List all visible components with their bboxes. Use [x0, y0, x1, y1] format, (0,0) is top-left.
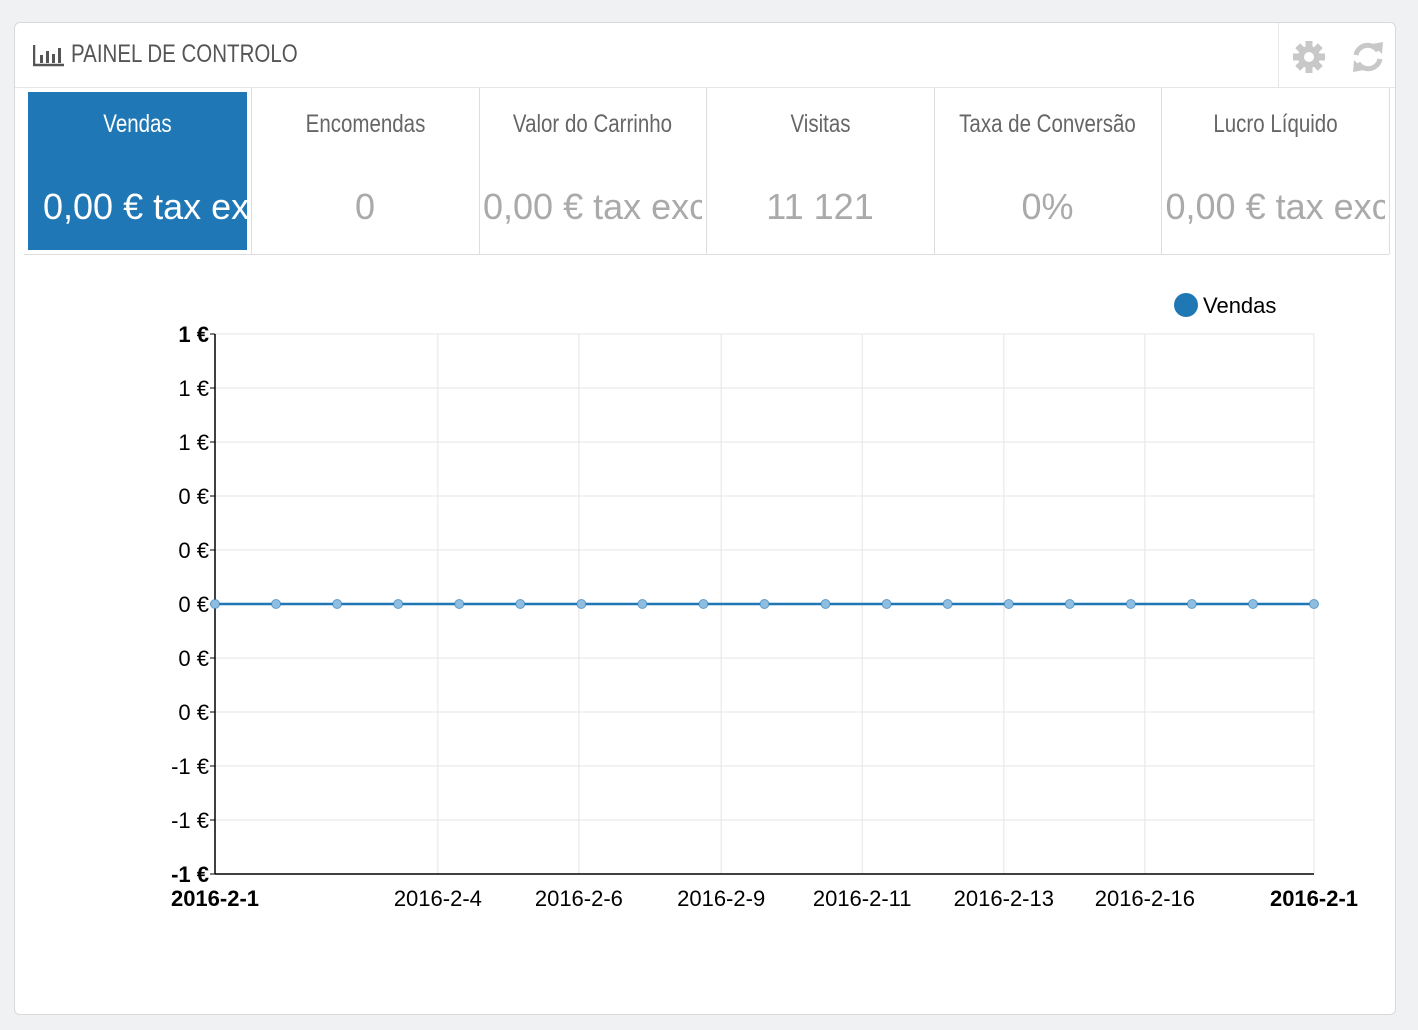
data-point: [271, 599, 282, 609]
x-tick-label: 2016-2-1: [171, 886, 259, 911]
dashboard-card: PAINEL DE CONTROLO Vendas 0,00 € tax excl…: [14, 22, 1396, 1015]
y-tick-label: 1 €: [178, 376, 209, 401]
kpi-tabs: Vendas 0,00 € tax excl. Encomendas 0 Valor d…: [24, 88, 1390, 255]
x-tick-label: 2016-2-9: [677, 886, 765, 911]
kpi-value: 0,00 € tax excl.: [483, 186, 702, 227]
data-point: [759, 599, 770, 609]
y-tick-label: -1 €: [171, 862, 209, 887]
kpi-tab-body: Valor do Carrinho 0,00 € tax excl.: [483, 92, 702, 250]
kpi-tab[interactable]: Vendas 0,00 € tax excl.: [24, 88, 252, 254]
data-point: [210, 599, 220, 609]
legend-marker: [1174, 293, 1198, 317]
data-point: [942, 599, 953, 609]
kpi-tab[interactable]: Visitas 11 121: [707, 88, 935, 254]
kpi-tab-body: Encomendas 0: [256, 92, 475, 250]
chart: -1 € -1 € -1 € 0 € 0 € 0 € 0 € 0 € 1 € 1 € 1 € 2016…: [171, 293, 1358, 911]
header: PAINEL DE CONTROLO: [15, 23, 1395, 88]
kpi-tab[interactable]: Valor do Carrinho 0,00 € tax excl.: [479, 88, 707, 254]
x-tick-label: 2016-2-11: [813, 886, 912, 911]
kpi-label: Vendas: [103, 110, 172, 138]
data-point: [1003, 599, 1014, 609]
kpi-value: 0,00 € tax excl.: [1165, 186, 1385, 227]
x-tick-label: 2016-2-6: [535, 886, 623, 911]
kpi-label: Taxa de Conversão: [959, 110, 1136, 138]
data-point: [1309, 599, 1319, 609]
x-tick-label: 2016-2-13: [954, 886, 1054, 911]
refresh-button[interactable]: [1351, 40, 1385, 74]
kpi-tab-body: Visitas 11 121: [711, 92, 930, 250]
data-point: [515, 599, 526, 609]
y-tick-label: 0 €: [178, 700, 209, 725]
data-point: [332, 599, 343, 609]
y-tick-label: 1 €: [178, 430, 209, 455]
x-tick-label: 2016-2-1: [1270, 886, 1358, 911]
data-point: [881, 599, 892, 609]
kpi-label: Encomendas: [305, 110, 425, 138]
data-point: [576, 599, 587, 609]
chart-icon: [33, 45, 64, 67]
y-tick-label: -1 €: [171, 808, 209, 833]
legend-label: Vendas: [1203, 293, 1276, 318]
toolbar: [1278, 23, 1395, 87]
y-tick-label: 0 €: [178, 538, 209, 563]
kpi-tab-body: Vendas 0,00 € tax excl.: [28, 92, 247, 250]
y-tick-label: 0 €: [178, 646, 209, 671]
y-tick-label: 0 €: [178, 484, 209, 509]
data-point: [698, 599, 709, 609]
data-point: [820, 599, 831, 609]
settings-button[interactable]: [1292, 40, 1326, 74]
x-tick-label: 2016-2-16: [1095, 886, 1195, 911]
kpi-value: 0: [354, 186, 376, 227]
y-tick-label: 0 €: [178, 592, 209, 617]
y-tick-label: -1 €: [171, 754, 209, 779]
x-tick-label: 2016-2-4: [394, 886, 482, 911]
data-point: [637, 599, 648, 609]
kpi-label: Visitas: [789, 110, 851, 138]
data-point: [393, 599, 404, 609]
kpi-tab[interactable]: Lucro Líquido 0,00 € tax excl.: [1162, 88, 1390, 254]
y-tick-label: 1 €: [178, 322, 209, 347]
kpi-value: 0%: [1021, 186, 1074, 227]
data-point: [454, 599, 465, 609]
kpi-label: Valor do Carrinho: [512, 110, 673, 138]
data-point: [1247, 599, 1258, 609]
kpi-label: Lucro Líquido: [1212, 110, 1338, 138]
header-title: PAINEL DE CONTROLO: [71, 40, 298, 68]
data-point: [1064, 599, 1075, 609]
data-point: [1125, 599, 1136, 609]
kpi-tab-body: Taxa de Conversão 0%: [938, 92, 1157, 250]
kpi-value: 11 121: [766, 186, 874, 227]
kpi-tab[interactable]: Encomendas 0: [252, 88, 480, 254]
kpi-value: 0,00 € tax excl.: [43, 186, 247, 227]
kpi-tab[interactable]: Taxa de Conversão 0%: [934, 88, 1162, 254]
kpi-tab-body: Lucro Líquido 0,00 € tax excl.: [1166, 92, 1385, 250]
data-point: [1186, 599, 1197, 609]
